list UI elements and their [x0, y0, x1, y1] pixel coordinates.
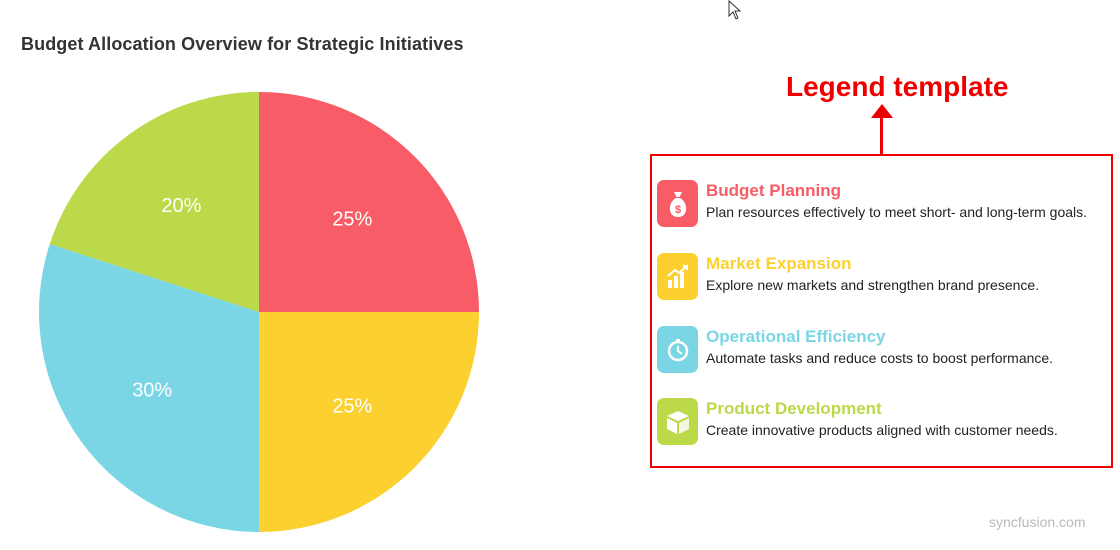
- data-label-market-expansion: 25%: [332, 395, 372, 417]
- legend-item-name: Market Expansion: [706, 254, 852, 273]
- pie-slice-market-expansion[interactable]: [259, 312, 479, 532]
- data-label-product-development: 20%: [161, 195, 201, 217]
- pie-labels: 25% 25% 30% 20%: [132, 195, 372, 417]
- legend: $ Budget Planning Plan resources effecti…: [650, 154, 1113, 468]
- legend-item-product-development[interactable]: Product Development Create innovative pr…: [657, 398, 1113, 448]
- chart-title: Budget Allocation Overview for Strategic…: [21, 34, 464, 54]
- legend-item-description: Explore new markets and strengthen brand…: [706, 277, 1040, 293]
- pie-slice-budget-planning[interactable]: [259, 92, 479, 312]
- legend-template-annotation: Legend template: [786, 71, 1009, 102]
- money-bag-icon: $: [657, 180, 698, 227]
- gear-clock-icon: [657, 326, 698, 373]
- legend-item-description: Automate tasks and reduce costs to boost…: [706, 350, 1054, 366]
- growth-chart-icon: [657, 253, 698, 300]
- watermark: syncfusion.com: [989, 514, 1086, 530]
- pie-slice-operational-efficiency[interactable]: [38, 244, 260, 532]
- pie-slices: [38, 92, 479, 532]
- annotation-arrow-head: [871, 104, 893, 118]
- mouse-cursor-icon: [728, 0, 742, 20]
- data-label-budget-planning: 25%: [332, 209, 372, 231]
- legend-item-operational-efficiency[interactable]: Operational Efficiency Automate tasks an…: [657, 326, 1113, 376]
- legend-item-name: Product Development: [706, 399, 882, 418]
- pie-slice-product-development[interactable]: [49, 92, 260, 312]
- data-label-operational-efficiency: 30%: [132, 380, 172, 402]
- legend-item-description: Create innovative products aligned with …: [706, 422, 1058, 438]
- legend-item-description: Plan resources effectively to meet short…: [706, 204, 1088, 220]
- pie-chart: 25% 25% 30% 20%: [38, 92, 479, 532]
- legend-item-name: Operational Efficiency: [706, 327, 886, 346]
- legend-item-budget-planning[interactable]: $ Budget Planning Plan resources effecti…: [657, 180, 1113, 230]
- legend-item-market-expansion[interactable]: Market Expansion Explore new markets and…: [657, 253, 1113, 303]
- svg-text:$: $: [674, 204, 680, 216]
- legend-item-name: Budget Planning: [706, 181, 842, 200]
- annotation-arrow-line: [880, 117, 883, 154]
- product-box-icon: [657, 398, 698, 445]
